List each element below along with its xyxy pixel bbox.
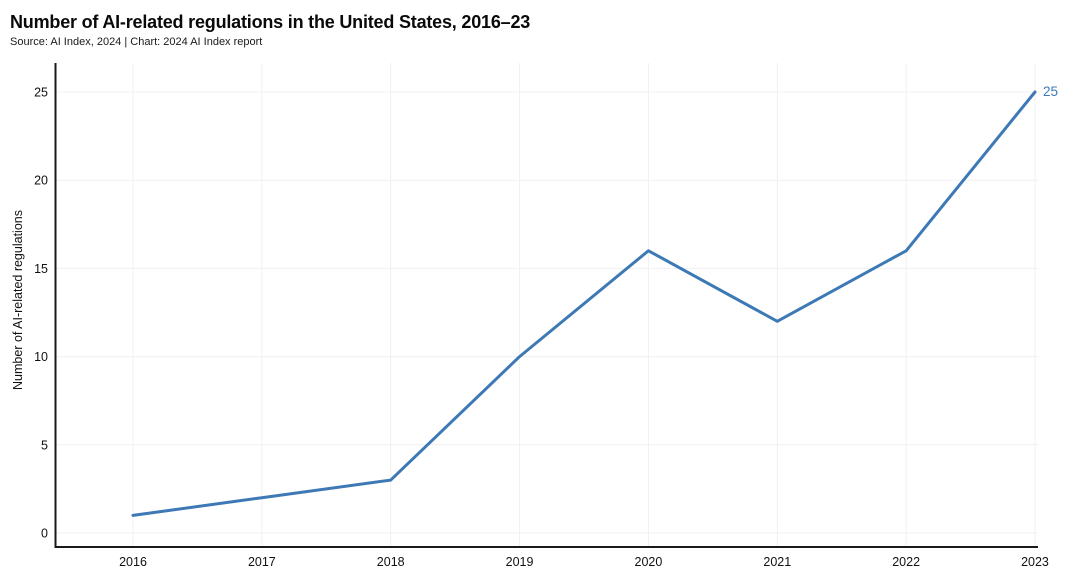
y-tick-label: 10 (34, 350, 48, 364)
data-line (131, 90, 1037, 517)
x-tick-label: 2022 (892, 555, 920, 569)
x-tick-label: 2023 (1021, 555, 1049, 569)
y-tick-label: 15 (34, 262, 48, 276)
chart-title: Number of AI-related regulations in the … (10, 12, 531, 32)
x-tick-label: 2018 (377, 555, 405, 569)
chart-source: Source: AI Index, 2024 | Chart: 2024 AI … (10, 35, 263, 48)
x-tick-label: 2021 (763, 555, 791, 569)
y-tick-label: 25 (34, 86, 48, 100)
x-tick-label: 2020 (635, 555, 663, 569)
y-axis-title: Number of AI-related regulations (11, 210, 25, 390)
y-tick-label: 20 (34, 174, 48, 188)
x-tick-label: 2019 (506, 555, 534, 569)
chart-header: Number of AI-related regulations in the … (10, 12, 530, 48)
x-tick-label: 2016 (119, 555, 147, 569)
x-tick-label: 2017 (248, 555, 276, 569)
y-tick-label: 5 (41, 438, 48, 452)
y-tick-label: 0 (41, 527, 48, 541)
end-value-label: 25 (1043, 84, 1058, 99)
